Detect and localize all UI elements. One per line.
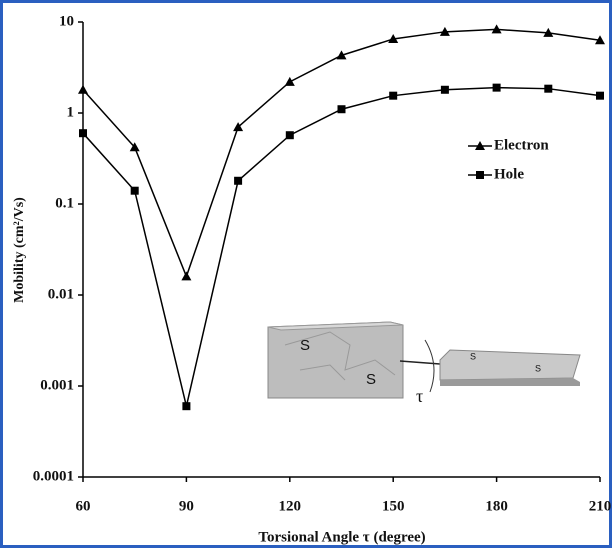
legend-marker [475, 141, 485, 150]
marker [130, 186, 139, 195]
inset-label: S [470, 351, 476, 361]
marker [491, 24, 502, 34]
inset-label: S [366, 371, 376, 388]
marker [492, 83, 501, 92]
marker [439, 26, 450, 36]
inset: S S S S τ [267, 321, 581, 406]
y-tick-label: 0.01 [48, 286, 74, 302]
x-tick-label: 90 [179, 498, 194, 514]
y-tick-label: 0.0001 [33, 468, 74, 484]
marker [596, 91, 604, 100]
x-axis-title: Torsional Angle τ (degree) [258, 529, 425, 545]
y-tick-label: 10 [59, 13, 74, 29]
y-axis-title: Mobility (cm²/Vs) [12, 197, 27, 303]
marker [389, 91, 398, 100]
x-tick-label: 60 [76, 498, 91, 514]
marker [284, 76, 295, 86]
x-tick-label: 150 [382, 498, 405, 514]
inset-label: S [535, 363, 541, 373]
y-tick-label: 0.001 [40, 377, 74, 393]
legend-label: Electron [494, 137, 549, 153]
marker [336, 50, 347, 60]
marker [337, 105, 346, 114]
marker [181, 271, 192, 281]
x-tick-label: 180 [485, 498, 508, 514]
y-tick-label: 1 [67, 104, 75, 120]
marker [388, 34, 399, 44]
marker [543, 27, 554, 37]
x-tick-label: 210 [589, 498, 612, 514]
inset-label: S [300, 337, 310, 354]
legend-marker [476, 171, 484, 179]
marker [129, 142, 140, 152]
y-tick-label: 0.1 [55, 195, 74, 211]
marker [78, 84, 88, 94]
legend-label: Hole [494, 166, 524, 182]
marker [285, 131, 294, 140]
x-tick-label: 120 [279, 498, 302, 514]
marker [234, 176, 243, 185]
marker [544, 84, 553, 93]
inset-label: τ [416, 386, 423, 406]
marker [440, 85, 449, 94]
marker [79, 129, 87, 138]
marker [182, 402, 191, 411]
marker [595, 35, 605, 45]
marker [233, 122, 244, 132]
